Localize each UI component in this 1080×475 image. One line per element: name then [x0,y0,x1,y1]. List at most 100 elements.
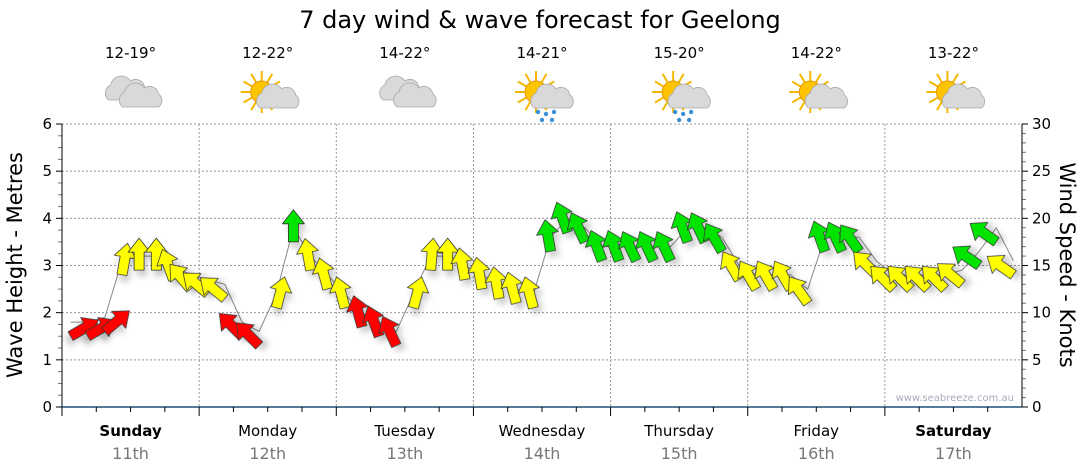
sun-ray [250,100,258,111]
wind-arrow-moderate [467,256,491,291]
showers-icon [515,71,574,123]
showers-icon [652,71,711,123]
wind-arrow-moderate [407,276,430,310]
date-label: 15th [661,444,698,463]
wind-arrow-moderate [904,265,932,293]
y2-tick-label: 10 [1032,304,1051,322]
daily-weather-header: 12-19° 12-22° 14-22° 14-21° 15-20° 14-22° 13-2… [105,44,986,123]
rain-drop [676,117,682,123]
rain-drop [686,117,692,123]
date-label: 12th [249,444,286,463]
date-label: 13th [386,444,423,463]
wind-arrow-light [378,316,402,349]
wind-arrow-fresh [602,230,625,263]
y2-tick-label: 30 [1032,115,1051,133]
rain-drop [543,111,549,117]
y-tick-label: 4 [42,209,52,227]
rain-drop [680,111,686,117]
cloud-shape [530,83,574,109]
sun-ray [524,100,532,111]
y-tick-label: 1 [42,351,52,369]
cloud-shape [393,82,437,108]
wind-arrow-moderate [921,265,949,293]
sun-ray [936,100,944,111]
day-label: Saturday [915,422,992,440]
sun-ray [814,73,822,84]
wind-arrow-moderate [484,266,508,300]
date-label: 16th [798,444,835,463]
wind-arrow-fresh [839,224,864,255]
cloud-shape [804,83,848,109]
y-tick-label: 3 [42,257,52,275]
sun-ray [243,96,254,104]
partly-cloudy-icon [789,71,848,113]
wind-arrow-fresh [585,230,608,263]
sun-ray [265,73,274,84]
wind-arrow-moderate [754,260,779,292]
wind-arrow-moderate [517,276,540,310]
wind-arrow-moderate [436,237,460,271]
wind-arrow-fresh [635,231,659,264]
y2-tick-label: 15 [1032,257,1051,275]
wind-arrow-moderate [329,276,352,310]
sun-ray [928,96,940,104]
sun-ray [250,73,258,84]
y2-tick-label: 0 [1032,398,1042,416]
temperature-range: 14-22° [379,44,430,62]
sun-ray [951,73,959,84]
partly-cloudy-icon [240,71,300,113]
wind-arrow-moderate [269,276,292,310]
sun-ray [677,73,685,84]
wind-arrow-moderate [144,237,168,271]
cloudy-icon [105,75,163,108]
sun-ray [540,73,548,84]
day-label: Thursday [643,422,714,440]
wind-arrow-fresh [652,231,676,264]
wind-arrow-fresh [618,231,642,264]
wind-arrow-fresh [969,222,1000,247]
rain-drop [549,117,555,123]
wind-arrow-fresh [703,223,727,255]
wind-arrow-fresh [536,219,559,253]
partly-cloudy-icon [926,71,986,113]
wind-arrow-moderate [870,265,898,293]
wind-arrow-fresh [952,245,983,270]
date-label: 14th [524,444,561,463]
cloud-shape [667,83,711,109]
day-label: Wednesday [499,422,586,440]
sun-ray [936,73,944,84]
y-tick-label: 6 [42,115,52,133]
wind-arrow-fresh [808,220,830,254]
wind-arrow-moderate [500,271,523,305]
wind-arrow-moderate [296,238,319,272]
wind-arrow-moderate [127,237,151,271]
wind-arrow-fresh [281,209,305,243]
cloud-shape [119,82,163,108]
temperature-range: 14-21° [516,44,567,62]
wind-arrow-light [236,322,264,350]
rain-drop [551,109,557,115]
rain-drop [688,109,694,115]
day-label: Monday [238,422,297,440]
temperature-range: 14-22° [791,44,842,62]
y2-tick-label: 25 [1032,162,1051,180]
temperature-range: 12-22° [242,44,293,62]
wind-arrow-moderate [737,260,762,292]
y-tick-label: 5 [42,162,52,180]
wind-arrow-fresh [566,212,590,245]
sun-ray [928,80,940,88]
sun-ray [791,80,803,88]
sun-ray [517,96,528,104]
y-tick-label: 2 [42,304,52,322]
cloudy-icon [379,75,437,108]
left-axis-title: Wave Height - Metres [3,152,27,378]
rain-drop [539,117,545,123]
wind-arrow-moderate [199,277,229,303]
date-label: 17th [935,444,972,463]
axes: 0 01 52 103 154 205 256 30Sunday11thMonday12thT… [42,115,1051,463]
sun-ray [798,73,807,84]
chart-title: 7 day wind & wave forecast for Geelong [299,6,781,34]
temperature-range: 15-20° [654,44,705,62]
rain-drop [535,109,541,115]
